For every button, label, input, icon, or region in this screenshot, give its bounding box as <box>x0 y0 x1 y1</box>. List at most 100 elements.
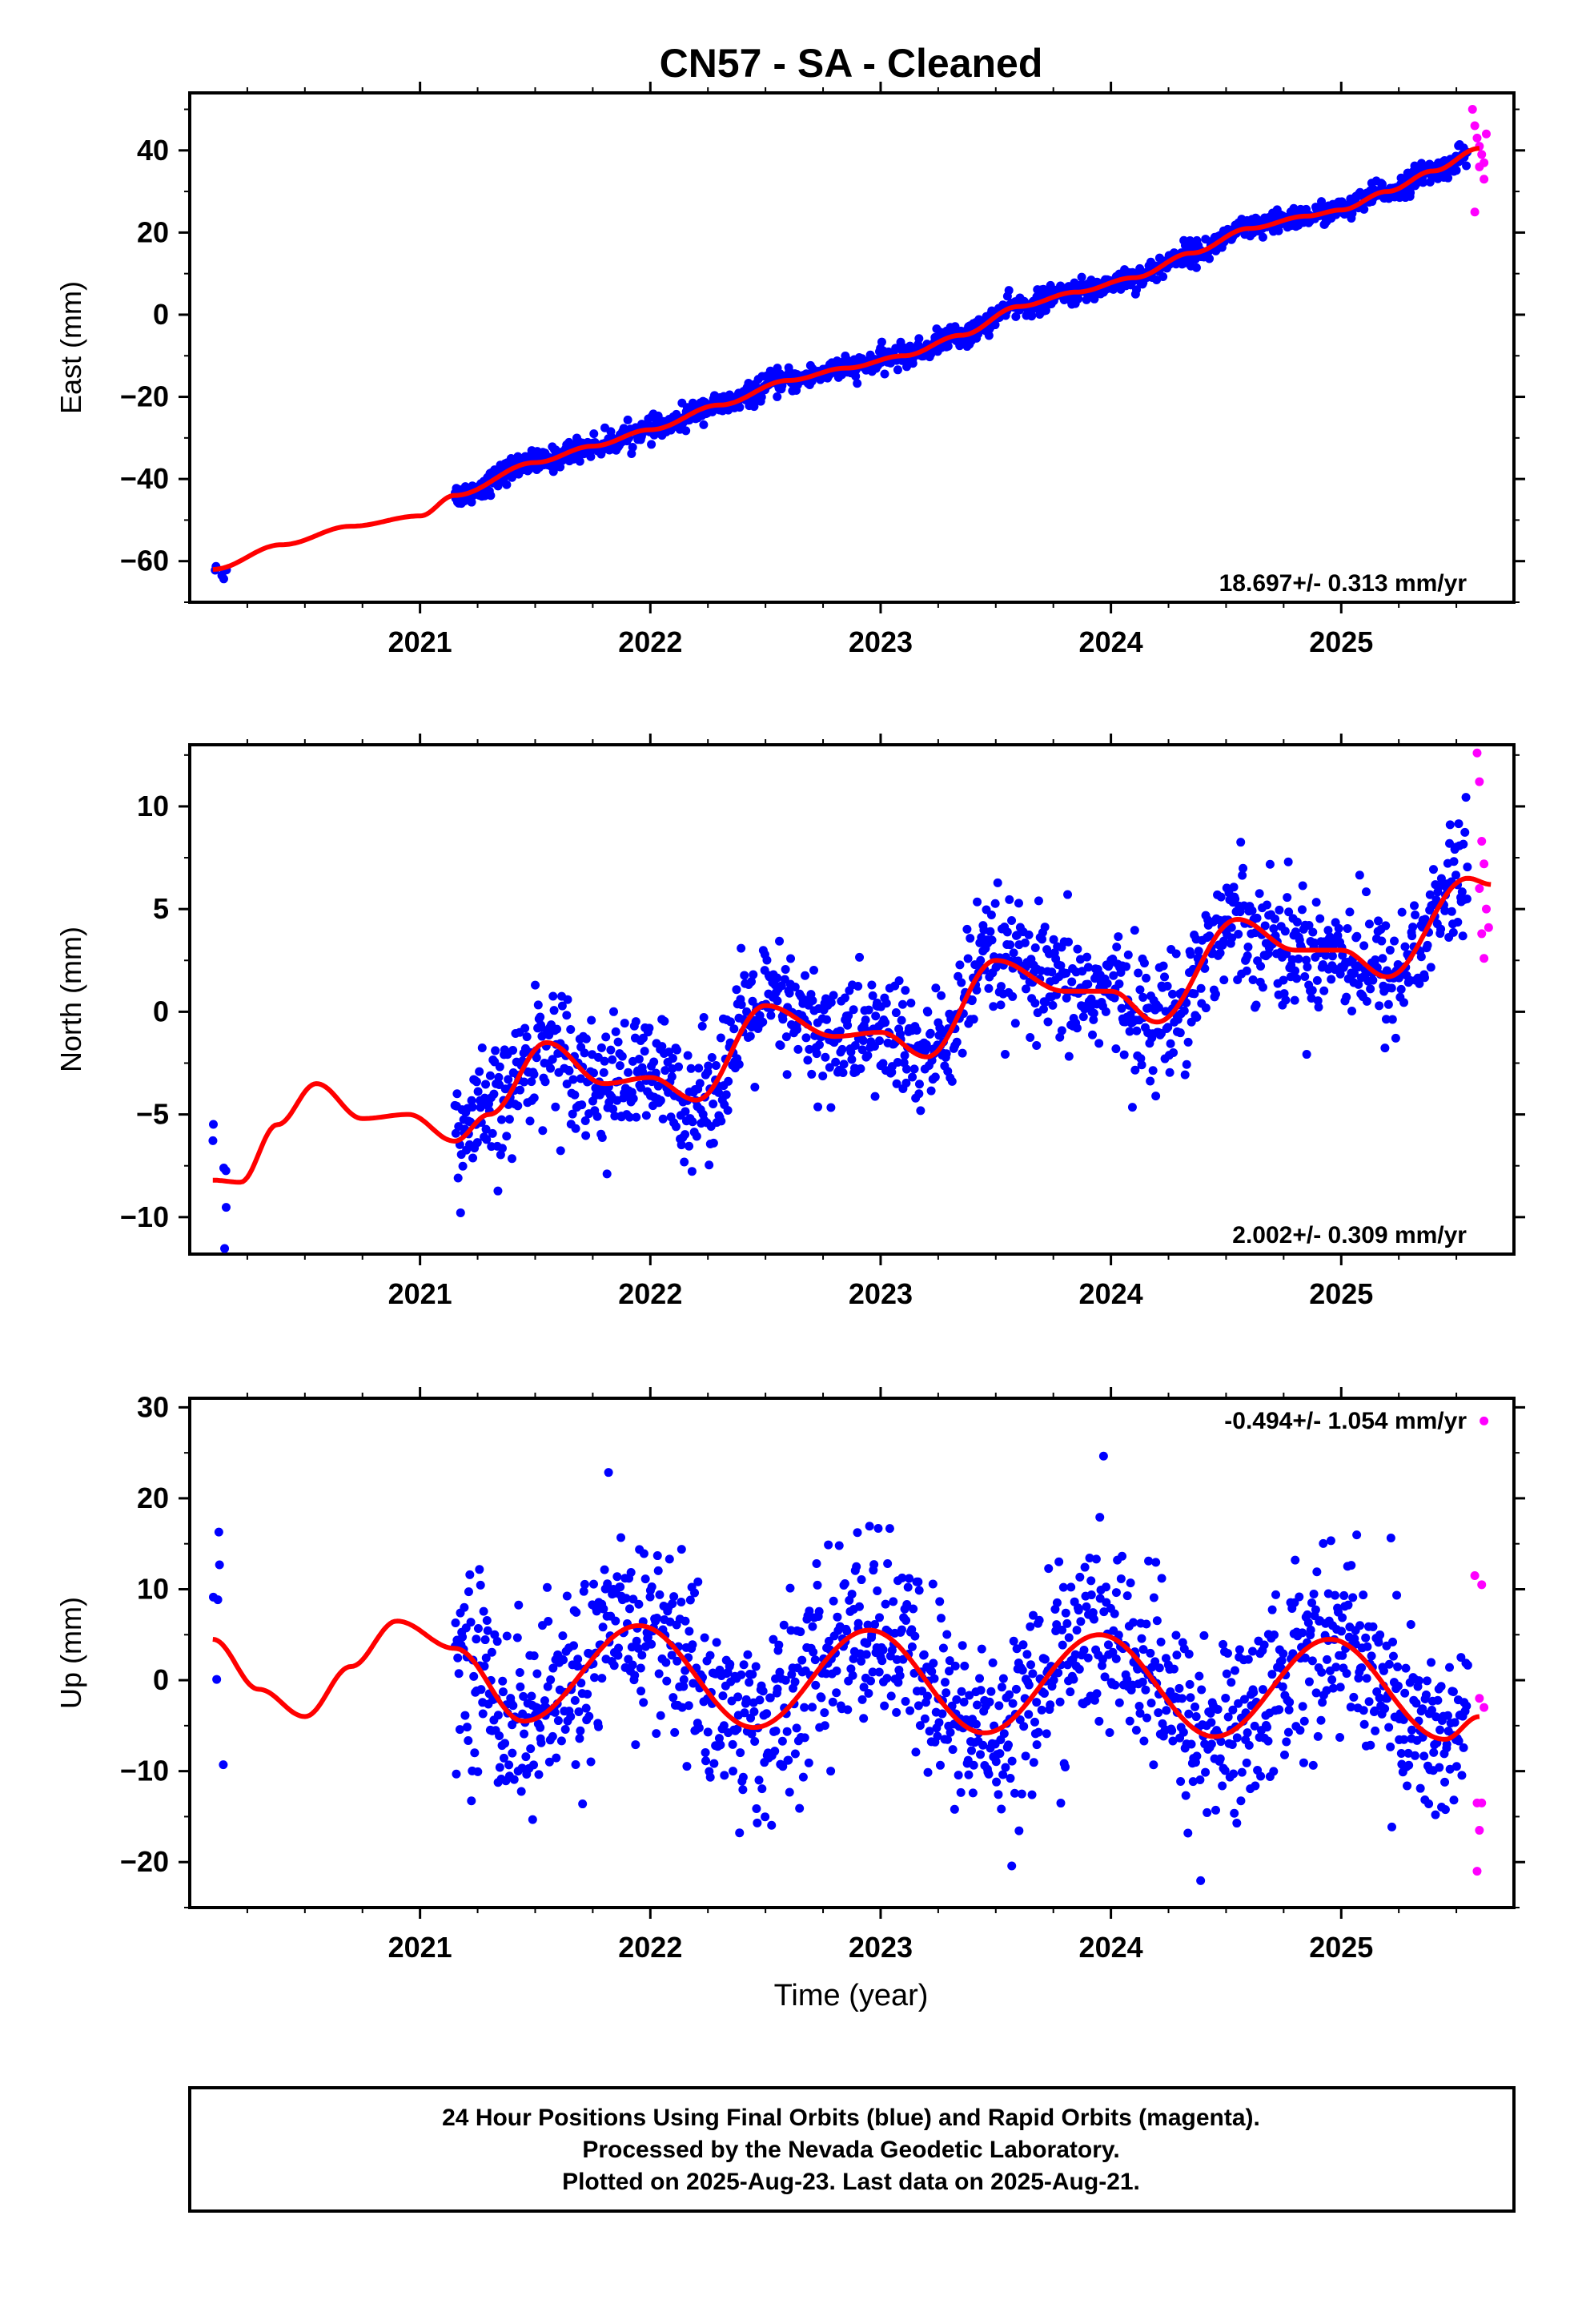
up-final-orbit-point <box>1298 1628 1307 1638</box>
north-final-orbit-point <box>1125 1027 1134 1036</box>
north-final-orbit-point <box>1182 1059 1191 1069</box>
up-final-orbit-point <box>219 1760 228 1770</box>
north-final-orbit-point <box>1415 979 1424 988</box>
north-final-orbit-point <box>1300 971 1310 981</box>
north-final-orbit-point <box>1321 951 1331 960</box>
up-final-orbit-point <box>1223 1712 1233 1722</box>
up-final-orbit-point <box>1028 1669 1038 1679</box>
up-final-orbit-point <box>693 1577 703 1586</box>
up-final-orbit-point <box>986 1687 996 1696</box>
east-final-orbit-point <box>508 472 517 482</box>
north-final-orbit-point <box>749 970 758 979</box>
up-final-orbit-point <box>700 1633 709 1642</box>
north-final-orbit-point <box>1239 863 1248 873</box>
up-final-orbit-point <box>757 1784 767 1794</box>
up-final-orbit-point <box>852 1562 861 1571</box>
north-final-orbit-point <box>1183 1037 1193 1047</box>
up-final-orbit-point <box>1151 1558 1161 1567</box>
north-final-orbit-point <box>219 1164 228 1173</box>
up-final-orbit-point <box>1307 1598 1317 1607</box>
up-final-orbit-point <box>1440 1805 1450 1815</box>
up-final-orbit-point <box>1411 1699 1421 1708</box>
north-final-orbit-point <box>947 1076 957 1086</box>
up-final-orbit-point <box>895 1671 905 1680</box>
up-final-orbit-point <box>945 1667 954 1676</box>
north-final-orbit-point <box>1135 985 1145 995</box>
north-final-orbit-point <box>665 1047 674 1057</box>
north-final-orbit-point <box>1347 1007 1357 1016</box>
north-final-orbit-point <box>1083 963 1093 972</box>
up-rapid-orbit-point <box>1472 1867 1482 1876</box>
up-y-tick-label: 0 <box>153 1663 169 1696</box>
north-final-orbit-point <box>955 960 965 970</box>
up-final-orbit-point <box>1459 1743 1468 1752</box>
north-final-orbit-point <box>1255 889 1264 899</box>
up-final-orbit-point <box>861 1650 871 1659</box>
north-final-orbit-point <box>809 966 819 975</box>
north-final-orbit-point <box>597 1132 607 1142</box>
up-final-orbit-point <box>808 1622 817 1631</box>
east-x-tick-label: 2024 <box>1079 625 1143 658</box>
north-final-orbit-point <box>1400 942 1410 951</box>
north-final-orbit-point <box>549 1006 559 1015</box>
up-final-orbit-point <box>859 1714 869 1723</box>
north-final-orbit-point <box>624 1112 634 1122</box>
up-final-orbit-point <box>1313 1731 1323 1741</box>
up-final-orbit-point <box>529 1651 539 1661</box>
up-final-orbit-point <box>682 1762 692 1771</box>
up-final-orbit-point <box>705 1651 715 1660</box>
up-rate-label: -0.494+/- 1.054 mm/yr <box>1224 1408 1467 1434</box>
up-final-orbit-point <box>810 1655 820 1665</box>
up-final-orbit-point <box>624 1604 634 1614</box>
north-final-orbit-point <box>673 1045 682 1055</box>
north-final-orbit-point <box>1338 951 1347 960</box>
north-final-orbit-point <box>491 1046 500 1055</box>
north-final-orbit-point <box>808 995 817 1005</box>
up-final-orbit-point <box>1076 1617 1086 1626</box>
up-y-tick-label: 30 <box>137 1390 169 1423</box>
up-final-orbit-point <box>1183 1828 1193 1838</box>
up-final-orbit-point <box>1172 1651 1182 1660</box>
up-final-orbit-point <box>1218 1781 1227 1791</box>
north-final-orbit-point <box>942 1049 951 1059</box>
up-final-orbit-point <box>1017 1789 1026 1799</box>
north-final-orbit-point <box>1078 1012 1088 1022</box>
up-final-orbit-point <box>1418 1704 1427 1714</box>
up-final-orbit-point <box>1248 1647 1258 1656</box>
north-final-orbit-point <box>608 1055 617 1064</box>
up-final-orbit-point <box>1401 1663 1411 1673</box>
north-final-orbit-point <box>1137 1060 1146 1070</box>
up-final-orbit-point <box>1026 1622 1035 1631</box>
east-y-tick-label: −40 <box>120 462 169 495</box>
north-final-orbit-point <box>1049 935 1058 944</box>
north-final-orbit-point <box>901 1078 911 1088</box>
north-final-orbit-point <box>613 1037 623 1047</box>
north-final-orbit-point <box>837 1044 847 1054</box>
up-final-orbit-point <box>570 1695 580 1705</box>
up-final-orbit-point <box>948 1745 958 1755</box>
east-final-orbit-point <box>1132 285 1142 295</box>
north-final-orbit-point <box>681 1107 690 1116</box>
up-final-orbit-point <box>514 1600 524 1610</box>
up-final-orbit-point <box>562 1591 572 1601</box>
north-final-orbit-point <box>581 1034 591 1043</box>
up-final-orbit-point <box>1185 1679 1195 1689</box>
north-final-orbit-point <box>641 1111 651 1120</box>
up-final-orbit-point <box>584 1711 594 1721</box>
north-final-orbit-point <box>1333 931 1343 940</box>
up-final-orbit-point <box>1410 1751 1419 1760</box>
up-final-orbit-point <box>1338 1651 1347 1660</box>
up-final-orbit-point <box>490 1630 500 1639</box>
up-final-orbit-point <box>1061 1762 1070 1771</box>
up-final-orbit-point <box>965 1691 974 1700</box>
up-final-orbit-point <box>616 1582 625 1592</box>
east-x-tick-label: 2025 <box>1309 625 1373 658</box>
north-final-orbit-point <box>1342 992 1351 1002</box>
up-final-orbit-point <box>1192 1751 1202 1761</box>
up-final-orbit-point <box>782 1727 792 1736</box>
footer-line-3: Plotted on 2025-Aug-23. Last data on 202… <box>562 2169 1140 2195</box>
north-final-orbit-point <box>840 993 849 1003</box>
up-final-orbit-point <box>212 1675 222 1684</box>
up-final-orbit-point <box>1400 1688 1410 1698</box>
